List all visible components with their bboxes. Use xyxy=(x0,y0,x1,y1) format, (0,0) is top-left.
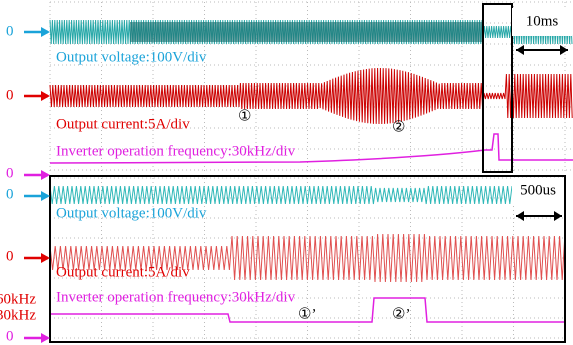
marker: ① xyxy=(238,108,251,124)
marker: ②’ xyxy=(392,306,410,322)
voltage-label: Output voltage:100V/div xyxy=(56,49,207,65)
oscilloscope-figure: 10ms 500us 0 0 0 0 0 0 60kHz 30kHz Outpu… xyxy=(0,0,573,345)
marker: ①’ xyxy=(298,306,316,322)
marker: ② xyxy=(392,119,405,135)
zero-label: 0 xyxy=(6,23,14,39)
current-label: Output current:5A/div xyxy=(56,264,190,280)
zero-label: 0 xyxy=(6,248,14,264)
current-label: Output current:5A/div xyxy=(56,116,190,132)
zero-label: 0 xyxy=(6,328,14,344)
zero-label: 0 xyxy=(6,186,14,202)
time-scale: 10ms xyxy=(526,13,559,29)
frequency-tick: 30kHz xyxy=(0,307,36,323)
frequency-label: Inverter operation frequency:30kHz/div xyxy=(56,289,296,305)
zero-label: 0 xyxy=(6,165,14,181)
frequency-label: Inverter operation frequency:30kHz/div xyxy=(56,143,296,159)
zero-label: 0 xyxy=(6,87,14,103)
voltage-band xyxy=(130,22,483,42)
frequency-tick: 60kHz xyxy=(0,291,36,307)
time-scale: 500us xyxy=(520,182,556,198)
voltage-label: Output voltage:100V/div xyxy=(56,205,207,221)
